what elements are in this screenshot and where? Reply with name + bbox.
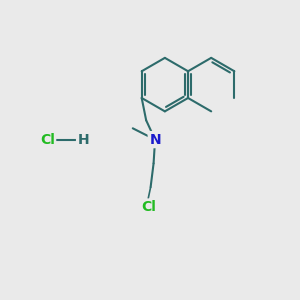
Text: Cl: Cl <box>40 133 55 147</box>
Text: H: H <box>77 133 89 147</box>
Text: N: N <box>149 133 161 147</box>
Text: Cl: Cl <box>141 200 156 214</box>
